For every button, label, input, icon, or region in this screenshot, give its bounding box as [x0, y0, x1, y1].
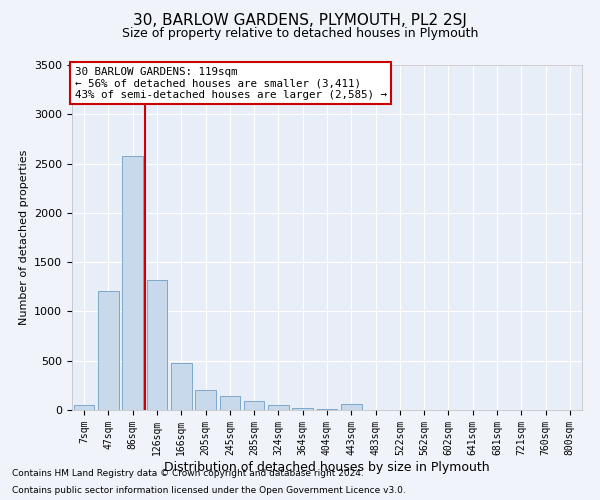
Bar	[171, 362, 191, 410]
Bar	[122, 156, 143, 410]
Bar	[317, 409, 337, 410]
Bar	[220, 396, 240, 410]
Bar	[341, 404, 362, 410]
Text: 30 BARLOW GARDENS: 119sqm
← 56% of detached houses are smaller (3,411)
43% of se: 30 BARLOW GARDENS: 119sqm ← 56% of detac…	[74, 66, 386, 100]
X-axis label: Distribution of detached houses by size in Plymouth: Distribution of detached houses by size …	[164, 460, 490, 473]
Bar	[244, 401, 265, 410]
Bar	[268, 405, 289, 410]
Bar	[74, 405, 94, 410]
Bar	[146, 280, 167, 410]
Text: Contains public sector information licensed under the Open Government Licence v3: Contains public sector information licen…	[12, 486, 406, 495]
Text: Contains HM Land Registry data © Crown copyright and database right 2024.: Contains HM Land Registry data © Crown c…	[12, 468, 364, 477]
Text: 30, BARLOW GARDENS, PLYMOUTH, PL2 2SJ: 30, BARLOW GARDENS, PLYMOUTH, PL2 2SJ	[133, 12, 467, 28]
Y-axis label: Number of detached properties: Number of detached properties	[19, 150, 29, 325]
Text: Size of property relative to detached houses in Plymouth: Size of property relative to detached ho…	[122, 28, 478, 40]
Bar	[292, 408, 313, 410]
Bar	[98, 290, 119, 410]
Bar	[195, 390, 216, 410]
